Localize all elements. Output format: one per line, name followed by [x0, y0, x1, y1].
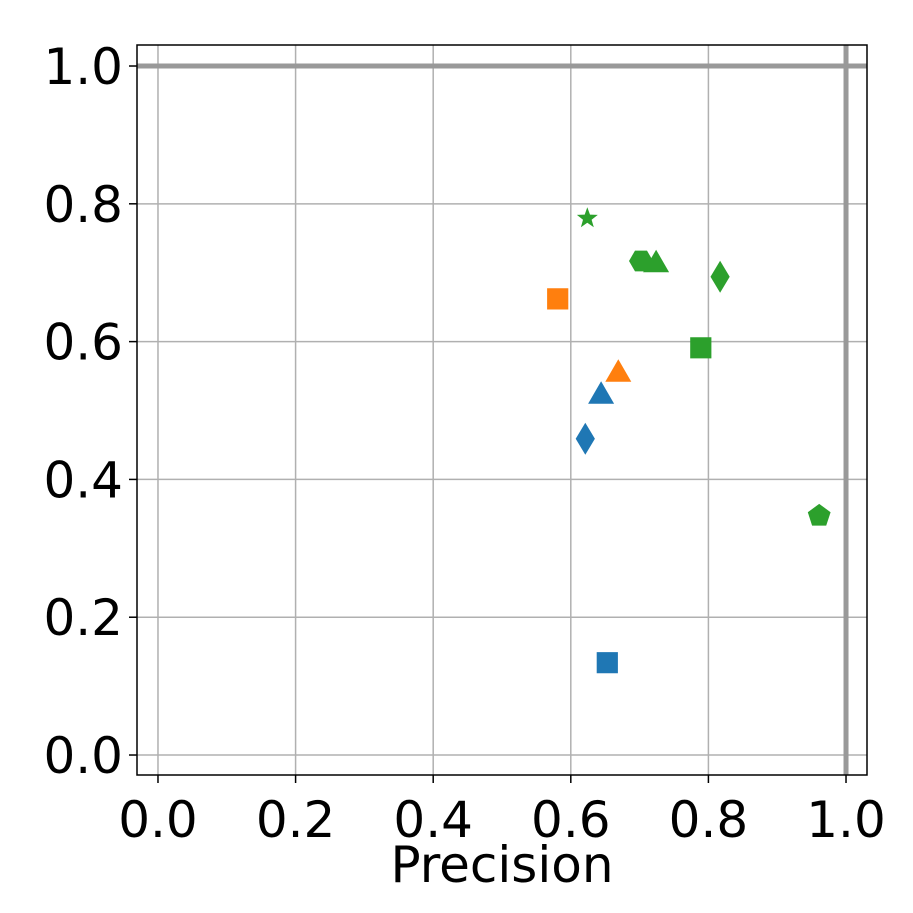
plot-frame [136, 44, 868, 776]
y-tick-label: 0.6 [43, 314, 123, 372]
y-tick-label: 0.2 [43, 589, 123, 647]
x-tick-label: 0.0 [118, 791, 198, 849]
point [807, 503, 831, 526]
x-axis-label: Precision [390, 836, 613, 894]
y-tick-label: 0.8 [43, 176, 123, 234]
y-tick-label: 0.4 [43, 451, 123, 509]
x-tick-label: 0.8 [669, 791, 749, 849]
point [710, 260, 730, 293]
point [588, 381, 615, 404]
point [690, 337, 712, 359]
y-tick-label: 0.0 [43, 727, 123, 785]
y-tick-label: 1.0 [43, 38, 123, 96]
x-tick-label: 0.2 [256, 791, 336, 849]
point [605, 359, 632, 382]
point [576, 207, 598, 228]
point [596, 652, 618, 674]
x-tick-label: 1.0 [806, 791, 886, 849]
point [643, 249, 670, 273]
point [547, 288, 569, 310]
point [575, 422, 595, 455]
x-tick-label: 0.4 [393, 791, 473, 849]
x-tick-label: 0.6 [531, 791, 611, 849]
